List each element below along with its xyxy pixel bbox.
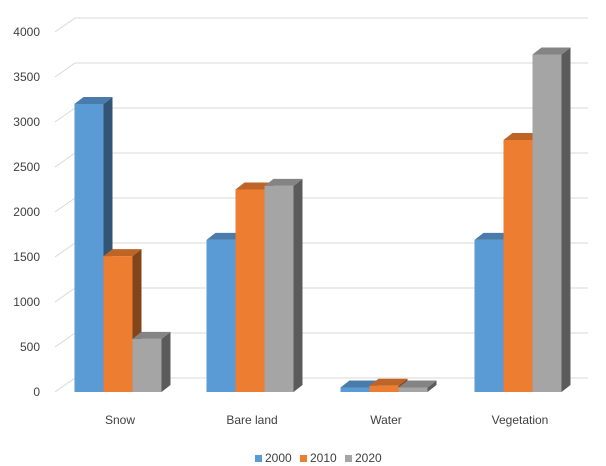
legend-swatch bbox=[255, 455, 262, 462]
bars bbox=[74, 47, 571, 392]
bar-front bbox=[206, 239, 236, 392]
gridline-diag bbox=[54, 107, 76, 123]
bar-vegetation-2020 bbox=[532, 47, 571, 392]
bar-top bbox=[369, 378, 408, 386]
bar-side bbox=[561, 47, 571, 392]
bar-top bbox=[103, 249, 142, 257]
legend-label: 2000 bbox=[265, 451, 292, 465]
bar-bare-land-2020 bbox=[264, 178, 303, 392]
bar-side bbox=[161, 331, 171, 392]
gridline-diag bbox=[54, 62, 76, 78]
bar-front bbox=[398, 387, 428, 392]
gridline-diag bbox=[54, 377, 76, 393]
legend: 2000 2010 2020 bbox=[255, 451, 382, 465]
y-tick-label: 1500 bbox=[13, 250, 40, 264]
y-tick-label: 4000 bbox=[13, 25, 40, 39]
legend-label: 2010 bbox=[310, 451, 337, 465]
legend-swatch bbox=[345, 455, 352, 462]
bar-top bbox=[74, 97, 113, 104]
bar-front bbox=[474, 239, 504, 392]
bar-top bbox=[235, 182, 274, 190]
gridline-diag bbox=[54, 242, 76, 258]
category-label: Bare land bbox=[226, 413, 277, 427]
bar-top bbox=[398, 380, 437, 388]
category-label: Vegetation bbox=[492, 413, 549, 427]
y-tick-label: 0 bbox=[33, 385, 40, 399]
y-axis-tick-labels: 0 500 1000 1500 2000 2500 3000 3500 4000 bbox=[13, 25, 40, 399]
gridline-diag bbox=[54, 17, 76, 33]
bar-top bbox=[340, 380, 379, 388]
legend-label: 2020 bbox=[355, 451, 382, 465]
category-labels: Snow Bare land Water Vegetation bbox=[105, 413, 548, 427]
gridline-diag bbox=[54, 287, 76, 303]
bar-front bbox=[74, 104, 104, 392]
y-tick-label: 1000 bbox=[13, 295, 40, 309]
bar-snow-2020 bbox=[132, 331, 171, 392]
category-label: Snow bbox=[105, 413, 135, 427]
bar-front bbox=[369, 385, 399, 392]
bar-front bbox=[340, 387, 370, 392]
bar-snow-2000 bbox=[74, 97, 113, 392]
bar-snow-2010 bbox=[103, 249, 142, 392]
bar-front bbox=[103, 256, 133, 392]
bar-top bbox=[503, 133, 542, 140]
gridlines bbox=[54, 17, 588, 393]
y-tick-label: 3500 bbox=[13, 70, 40, 84]
y-tick-label: 500 bbox=[20, 340, 40, 354]
bar-front bbox=[532, 54, 562, 392]
y-tick-label: 2500 bbox=[13, 160, 40, 174]
bar-water-2020 bbox=[398, 380, 437, 392]
gridline-diag bbox=[54, 152, 76, 168]
bar-front bbox=[503, 140, 533, 392]
legend-swatch bbox=[300, 455, 307, 462]
bar-top bbox=[474, 232, 513, 240]
bar-top bbox=[206, 232, 245, 240]
gridline-diag bbox=[54, 332, 76, 348]
y-tick-label: 2000 bbox=[13, 205, 40, 219]
bar-top bbox=[264, 178, 303, 186]
bar-side bbox=[427, 380, 437, 392]
bar-front bbox=[235, 189, 265, 392]
bar-front bbox=[132, 338, 162, 392]
bar-top bbox=[532, 47, 571, 55]
bar-side bbox=[293, 178, 303, 392]
gridline-diag bbox=[54, 197, 76, 213]
y-tick-label: 3000 bbox=[13, 115, 40, 129]
category-label: Water bbox=[370, 413, 402, 427]
bar-front bbox=[264, 185, 294, 392]
bar-top bbox=[132, 331, 171, 339]
